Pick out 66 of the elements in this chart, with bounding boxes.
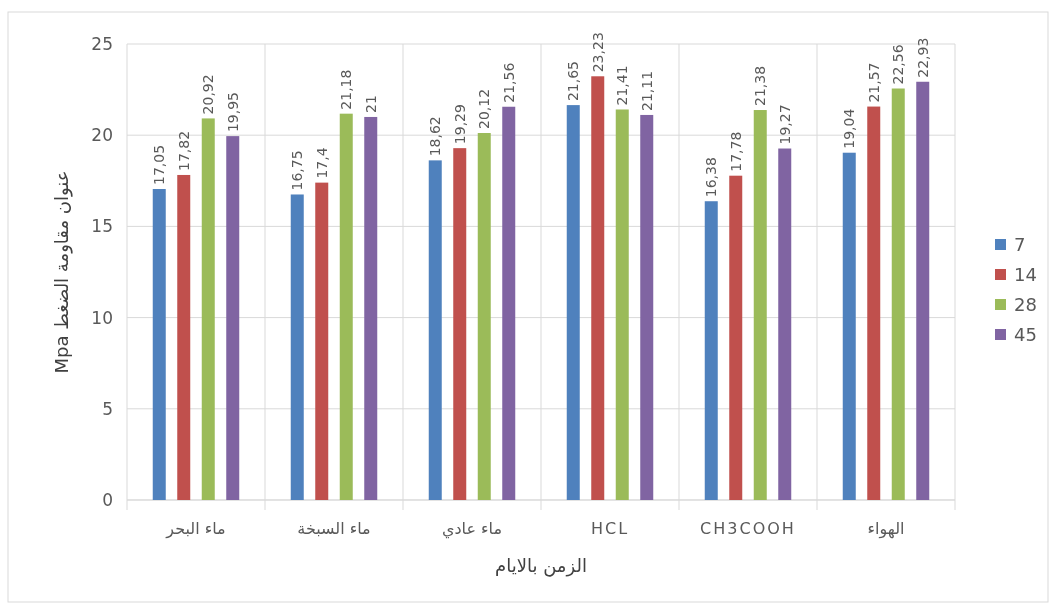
- x-tick-label: ماء عادي: [441, 519, 503, 539]
- data-label: 21,38: [752, 65, 769, 107]
- bar: [290, 194, 304, 500]
- y-tick-label: 15: [91, 216, 113, 237]
- bar: [704, 201, 718, 500]
- y-tick-label: 0: [102, 490, 113, 510]
- data-label: 21,57: [865, 62, 882, 103]
- legend-label: 7: [1014, 234, 1026, 255]
- data-label: 21,18: [338, 69, 355, 110]
- bar: [916, 81, 930, 500]
- legend-label: 45: [1014, 324, 1037, 345]
- x-axis-title: الزمن بالايام: [495, 555, 587, 577]
- bar: [339, 113, 353, 500]
- bar: [502, 106, 516, 500]
- y-tick-label: 20: [91, 125, 113, 146]
- bar: [566, 105, 580, 500]
- bar: [428, 160, 442, 500]
- bar: [891, 88, 905, 500]
- x-tick-label: CH3COOH: [700, 519, 796, 538]
- data-label: 17,05: [151, 144, 168, 186]
- x-tick-label: ماء البحر: [165, 519, 226, 539]
- y-tick-label: 25: [91, 34, 113, 54]
- data-label: 16,75: [289, 150, 306, 191]
- data-label: 19,04: [841, 108, 858, 149]
- bar: [867, 106, 881, 500]
- data-label: 19,27: [776, 104, 793, 145]
- data-label: 23,23: [589, 32, 606, 73]
- data-label: 17,78: [727, 131, 744, 172]
- bar: [177, 174, 191, 500]
- data-label: 19,29: [451, 104, 468, 145]
- bar: [453, 148, 467, 500]
- bar: [615, 109, 629, 500]
- x-tick-label: HCL: [590, 519, 630, 538]
- bar: [778, 148, 792, 500]
- bar: [591, 76, 605, 500]
- bar: [477, 133, 491, 500]
- bar: [842, 152, 856, 500]
- legend-label: 28: [1014, 294, 1037, 315]
- bar: [315, 182, 329, 500]
- x-tick-label: ماء السبخة: [297, 519, 371, 538]
- legend-label: 14: [1014, 264, 1037, 285]
- bar: [729, 175, 743, 500]
- data-label: 21,56: [500, 62, 517, 103]
- x-tick-label: الهواء: [867, 519, 905, 539]
- y-tick-label: 10: [91, 307, 113, 328]
- bar: [364, 116, 378, 500]
- data-label: 20,92: [200, 74, 217, 115]
- bar: [201, 118, 215, 500]
- bar: [753, 110, 767, 500]
- data-label: 22,56: [890, 44, 907, 85]
- data-label: 21,11: [638, 70, 655, 111]
- data-label: 21,41: [614, 65, 631, 106]
- y-tick-label: 5: [102, 398, 113, 419]
- data-label: 21: [362, 95, 379, 113]
- data-label: 22,93: [914, 37, 931, 78]
- data-label: 18,62: [427, 116, 444, 157]
- data-label: 17,82: [175, 130, 192, 171]
- data-label: 16,38: [703, 157, 720, 198]
- data-label: 20,12: [476, 88, 493, 130]
- bar: [226, 136, 240, 500]
- data-label: 21,65: [565, 61, 582, 102]
- bar: [640, 114, 654, 500]
- data-label: 17,4: [313, 147, 330, 179]
- data-label: 19,95: [224, 92, 241, 133]
- bar: [152, 189, 166, 500]
- y-axis-title: عنوان مقاومة الضغط Mpa: [51, 170, 73, 374]
